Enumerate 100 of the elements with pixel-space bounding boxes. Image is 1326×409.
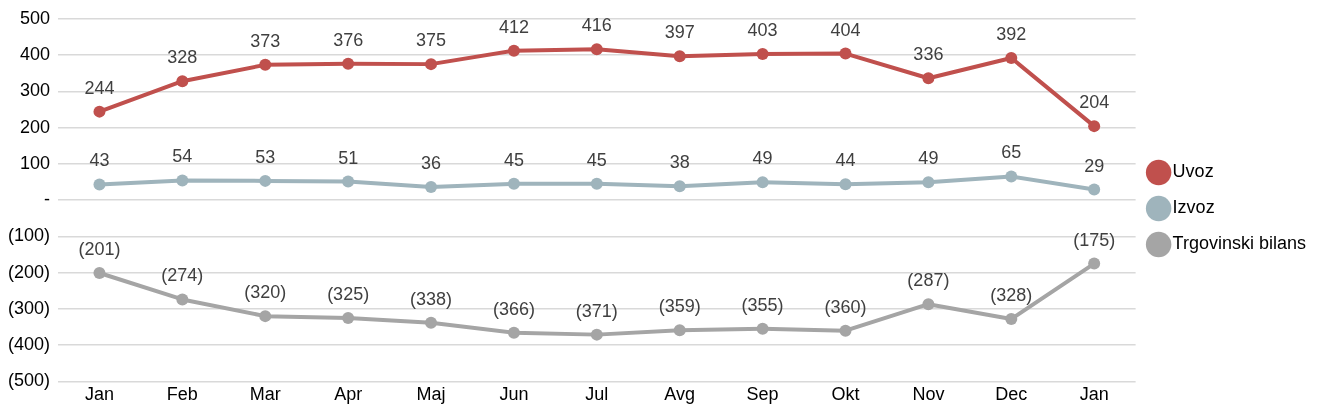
data-label: 53 <box>255 146 276 167</box>
data-label: 65 <box>1001 142 1022 163</box>
data-label: 373 <box>250 30 281 51</box>
data-label: 54 <box>172 146 193 167</box>
x-tick-label: Jul <box>585 384 609 405</box>
y-tick-label: (200) <box>7 261 51 282</box>
point <box>507 177 520 190</box>
point <box>922 72 935 85</box>
data-label: 392 <box>996 23 1027 44</box>
point <box>507 326 520 339</box>
data-label: (320) <box>244 282 287 303</box>
y-tick-label: (500) <box>7 370 51 391</box>
point <box>756 176 769 189</box>
data-label: 336 <box>913 44 944 65</box>
point <box>1088 257 1101 270</box>
point <box>259 174 272 187</box>
point <box>342 57 355 70</box>
data-label: 412 <box>498 16 529 37</box>
point <box>176 174 189 187</box>
point <box>673 50 686 63</box>
data-label: 204 <box>1079 92 1110 113</box>
data-label: 38 <box>669 152 690 173</box>
y-tick-label: (400) <box>7 334 51 355</box>
point <box>673 180 686 193</box>
x-tick-label: Jan <box>84 384 114 405</box>
point <box>1088 183 1101 196</box>
data-label: 397 <box>664 22 695 43</box>
point <box>839 47 852 60</box>
data-label: (201) <box>78 238 121 259</box>
x-tick-label: Apr <box>334 384 363 405</box>
point <box>673 324 686 337</box>
point <box>756 47 769 60</box>
y-tick-label: - <box>44 189 51 210</box>
y-tick-label: 100 <box>19 152 51 173</box>
point <box>922 298 935 311</box>
point <box>1005 170 1018 183</box>
point <box>922 176 935 189</box>
point <box>93 266 106 279</box>
data-label: 403 <box>747 19 778 40</box>
data-label: (371) <box>575 300 618 321</box>
point <box>756 322 769 335</box>
y-tick-label: 200 <box>19 116 51 137</box>
data-label: 375 <box>416 30 447 51</box>
point <box>590 43 603 56</box>
data-label: 328 <box>167 47 198 68</box>
x-tick-label: Mar <box>249 384 281 405</box>
point <box>1005 51 1018 64</box>
point <box>176 75 189 88</box>
data-label: (328) <box>990 285 1033 305</box>
data-label: 44 <box>835 150 856 171</box>
point <box>507 44 520 57</box>
point <box>93 105 106 118</box>
data-label: (325) <box>327 283 370 304</box>
legend-label: Izvoz <box>1172 197 1215 218</box>
data-label: (360) <box>824 296 867 317</box>
x-tick-label: Jun <box>499 384 529 405</box>
legend-label: Trgovinski bilans <box>1172 233 1307 254</box>
point <box>93 178 106 191</box>
x-tick-label: Avg <box>664 384 696 405</box>
data-label: (175) <box>1073 229 1116 250</box>
data-label: (274) <box>161 265 204 286</box>
x-tick-label: Nov <box>912 384 945 405</box>
y-tick-label: 500 <box>19 7 51 28</box>
data-label: 51 <box>338 147 359 168</box>
point <box>839 178 852 191</box>
y-tick-label: (100) <box>7 225 51 246</box>
data-label: 36 <box>421 153 442 174</box>
data-label: 45 <box>586 149 607 170</box>
point <box>259 58 272 71</box>
data-label: (338) <box>410 288 453 309</box>
x-tick-label: Maj <box>416 384 446 405</box>
point <box>590 328 603 341</box>
y-tick-label: (300) <box>7 297 51 318</box>
data-label: (359) <box>658 296 701 317</box>
data-label: (287) <box>907 270 950 291</box>
data-label: 376 <box>333 29 364 50</box>
point <box>1005 313 1018 326</box>
y-tick-label: 300 <box>19 80 51 101</box>
x-tick-label: Sep <box>746 384 779 405</box>
data-label: 244 <box>84 77 115 98</box>
data-label: 45 <box>503 149 524 170</box>
x-tick-label: Jan <box>1079 384 1109 405</box>
point <box>342 175 355 188</box>
data-label: 49 <box>752 148 773 169</box>
point <box>590 177 603 190</box>
data-label: 43 <box>89 150 110 171</box>
x-tick-label: Okt <box>831 384 860 405</box>
data-label: 49 <box>918 148 939 169</box>
point <box>1088 120 1101 133</box>
point <box>425 58 438 71</box>
legend-label: Uvoz <box>1172 161 1214 182</box>
point <box>176 293 189 306</box>
data-label: 29 <box>1084 155 1105 176</box>
x-tick-label: Dec <box>995 384 1028 405</box>
data-label: (355) <box>741 294 784 315</box>
x-tick-label: Feb <box>166 384 198 405</box>
point <box>342 311 355 324</box>
data-label: 404 <box>830 19 861 40</box>
point <box>425 316 438 329</box>
data-label: (366) <box>492 298 535 319</box>
